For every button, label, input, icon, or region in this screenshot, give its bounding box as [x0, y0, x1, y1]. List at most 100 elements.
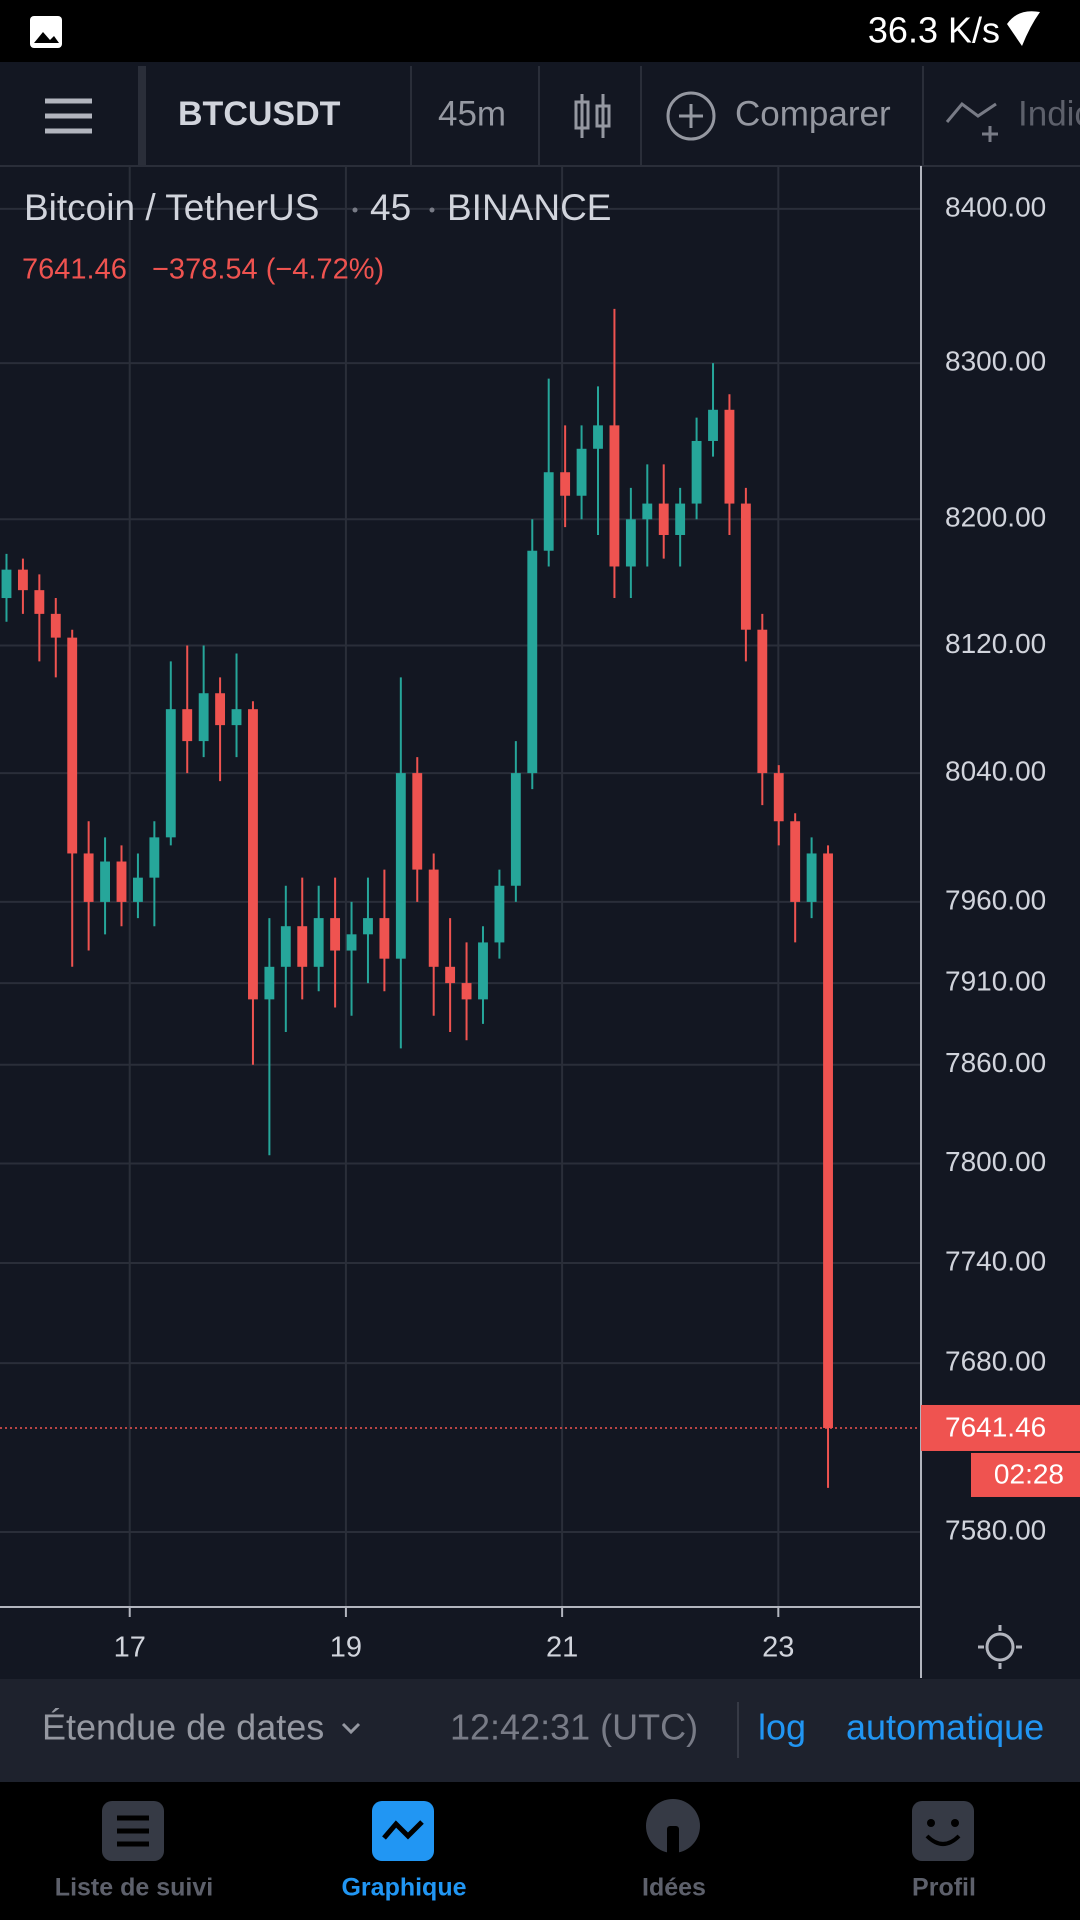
x-tick-label: 21: [546, 1632, 578, 1664]
bottom-bar: [0, 1679, 1080, 1782]
candle-body: [363, 918, 373, 935]
y-tick-label: 7740.00: [945, 1245, 1046, 1276]
candle-body: [675, 503, 686, 535]
candle-body: [280, 926, 291, 967]
y-tick-label: 8120.00: [945, 628, 1046, 659]
y-tick-label: 7860.00: [945, 1047, 1046, 1078]
settings-icon[interactable]: [978, 1625, 1022, 1669]
nav-label[interactable]: Liste de suivi: [55, 1874, 213, 1902]
indicators-icon[interactable]: [945, 101, 998, 142]
x-tick-label: 23: [762, 1632, 794, 1664]
auto-button[interactable]: automatique: [846, 1707, 1044, 1748]
candle-body: [428, 869, 439, 967]
candle-body: [576, 448, 587, 496]
watchlist-icon[interactable]: [102, 1801, 164, 1861]
y-tick-label: 7960.00: [945, 884, 1046, 915]
candle-body: [757, 629, 768, 774]
x-tick-label: 17: [114, 1632, 146, 1664]
candle-body: [510, 773, 521, 886]
countdown-tag: [971, 1452, 1080, 1497]
candle-body: [560, 472, 571, 496]
y-tick-label: 8040.00: [945, 755, 1046, 786]
legend-name: Bitcoin / TetherUS: [24, 187, 319, 228]
axis-labels: 8400.00 8300.00 8200.00 8120.00 8040.00 7960.…: [114, 191, 1047, 1663]
nav-bar: [0, 1782, 1080, 1920]
candle-body: [724, 409, 735, 504]
indicators-button[interactable]: Indicateurs: [1018, 94, 1080, 133]
plot-area: [0, 166, 921, 1607]
x-tick-label: 19: [330, 1632, 362, 1664]
y-tick-label: 8400.00: [945, 191, 1046, 222]
legend-exchange: BINANCE: [447, 187, 611, 228]
candle-body: [198, 693, 209, 742]
compare-icon[interactable]: [666, 91, 716, 141]
candle-body: [149, 837, 160, 878]
candle-body: [379, 918, 390, 959]
chevron: [341, 1722, 361, 1735]
candle-body: [116, 861, 127, 902]
grid: [0, 166, 921, 1607]
network-speed: 36.3 K/s: [868, 10, 1000, 51]
candle-body: [823, 853, 833, 1428]
legend: Bitcoin / TetherUS 45 BINANCE 7641.46 −3…: [22, 187, 611, 286]
candle-body: [313, 918, 324, 967]
status-bar: [0, 0, 1080, 62]
separator: [138, 66, 146, 166]
wifi-icon: [1007, 11, 1040, 46]
candle-body: [50, 613, 61, 638]
nav-label[interactable]: Graphique: [341, 1874, 466, 1902]
ideas-icon[interactable]: [646, 1799, 700, 1856]
price-tag-label: 7641.46: [945, 1411, 1046, 1442]
candle-body: [609, 425, 620, 567]
y-tick-label: 8200.00: [945, 502, 1046, 533]
legend-change: −378.54 (−4.72%): [152, 254, 384, 286]
candle-body: [346, 934, 357, 951]
clock: 12:42:31 (UTC): [450, 1707, 698, 1748]
candle-body: [100, 861, 111, 902]
y-tick-label: 7800.00: [945, 1146, 1046, 1177]
candle-body: [231, 709, 242, 726]
candle-body: [642, 503, 653, 520]
candle-body: [658, 503, 669, 535]
candle-body: [412, 773, 423, 870]
candle-body: [806, 853, 817, 902]
countdown-label: 02:28: [994, 1458, 1064, 1489]
compare-button[interactable]: Comparer: [735, 94, 891, 133]
y-tick-label: 7910.00: [945, 965, 1046, 996]
chart-icon[interactable]: [372, 1801, 434, 1861]
y-tick-label: 7580.00: [945, 1514, 1046, 1545]
candle-body: [264, 966, 275, 1000]
date-range-button[interactable]: Étendue de dates: [42, 1707, 324, 1748]
legend-dot: [429, 207, 435, 213]
candle-body: [494, 885, 505, 943]
chart-type-button[interactable]: [574, 94, 611, 138]
candle-body: [708, 409, 718, 441]
profile-icon[interactable]: [912, 1801, 974, 1861]
candle-body: [83, 853, 94, 902]
candle-body: [17, 569, 28, 591]
candle-body: [395, 773, 406, 959]
log-button[interactable]: log: [758, 1707, 806, 1748]
candle-body: [625, 519, 636, 567]
gallery-icon: [30, 16, 62, 48]
nav-label[interactable]: Idées: [642, 1874, 706, 1902]
candle-body: [133, 877, 143, 902]
candle-body: [527, 550, 538, 774]
candle-body: [165, 709, 176, 838]
candles: [1, 308, 833, 1488]
candle-body: [215, 693, 226, 726]
legend-price: 7641.46: [22, 254, 127, 286]
candle-body: [691, 440, 702, 504]
symbol-button[interactable]: BTCUSDT: [178, 95, 341, 133]
y-tick-label: 8300.00: [945, 346, 1046, 377]
candle-body: [330, 918, 341, 951]
interval-button[interactable]: 45m: [438, 94, 506, 133]
candle-body: [34, 590, 45, 614]
candle-body: [1, 569, 12, 599]
candle-body: [543, 472, 554, 551]
menu-button[interactable]: [45, 98, 92, 134]
nav-label[interactable]: Profil: [912, 1874, 976, 1902]
price-tag: [921, 1404, 1080, 1451]
